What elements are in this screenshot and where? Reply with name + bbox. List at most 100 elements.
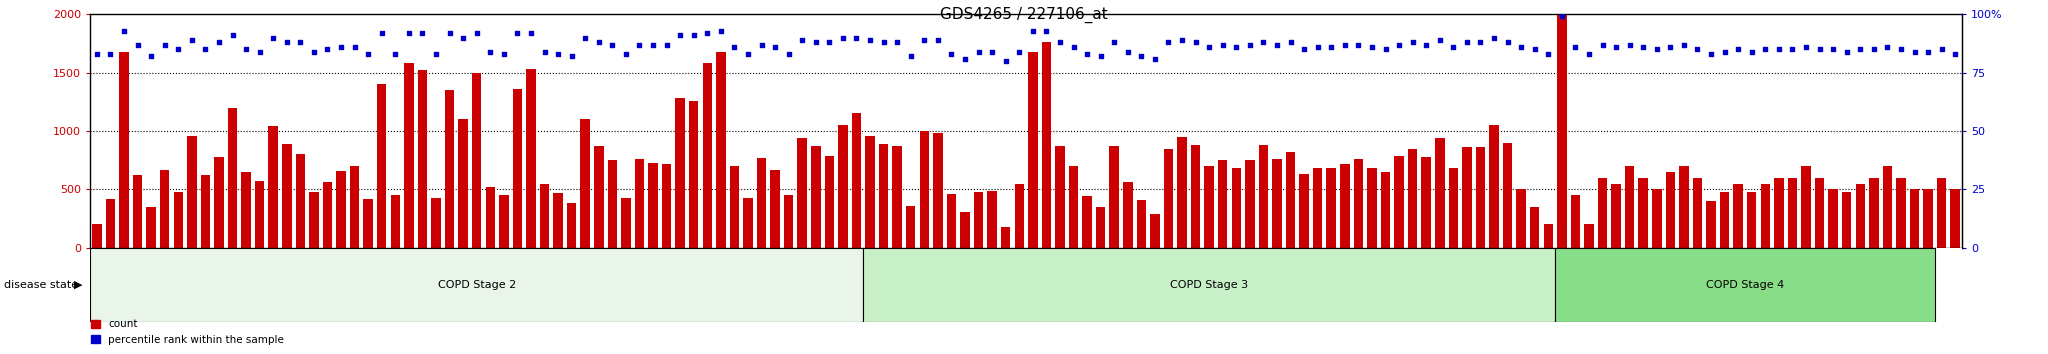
Text: GSM550811: GSM550811 — [338, 250, 344, 287]
Text: GSM550884: GSM550884 — [1681, 250, 1686, 288]
Point — [1776, 46, 1808, 52]
Bar — [1923, 189, 1933, 248]
Text: GSM550837: GSM550837 — [555, 250, 561, 288]
Point — [866, 39, 899, 45]
Point — [881, 39, 913, 45]
Text: GSM550905: GSM550905 — [881, 250, 887, 288]
Text: GSM550814: GSM550814 — [367, 250, 371, 288]
Text: GSM550815: GSM550815 — [379, 250, 385, 287]
Bar — [336, 171, 346, 248]
Point — [1221, 44, 1253, 50]
Bar — [1503, 143, 1511, 248]
Point — [1925, 46, 1958, 52]
Bar — [1544, 224, 1552, 248]
Bar — [1462, 147, 1473, 248]
Point — [270, 39, 303, 45]
Bar — [1720, 192, 1729, 248]
Text: GSM550803: GSM550803 — [1124, 250, 1130, 288]
Point — [1573, 51, 1606, 57]
Point — [80, 51, 113, 57]
Bar — [242, 172, 250, 248]
Text: GSM550878: GSM550878 — [1599, 250, 1606, 288]
Text: GSM550916: GSM550916 — [1925, 250, 1931, 288]
Point — [731, 51, 764, 57]
Point — [1206, 42, 1239, 47]
Bar — [1219, 160, 1227, 248]
Bar — [1096, 207, 1106, 248]
Text: GSM550888: GSM550888 — [1696, 250, 1700, 287]
Point — [1735, 49, 1767, 55]
Bar — [1298, 174, 1309, 248]
Point — [975, 49, 1008, 55]
Bar — [621, 198, 631, 248]
Text: COPD Stage 4: COPD Stage 4 — [1706, 280, 1784, 290]
Text: GSM550830: GSM550830 — [1233, 250, 1239, 288]
Text: GSM550896: GSM550896 — [1776, 250, 1782, 288]
Bar — [1028, 52, 1038, 248]
Text: GSM550924: GSM550924 — [1016, 250, 1022, 288]
Text: GSM550919: GSM550919 — [989, 250, 995, 288]
Bar — [512, 89, 522, 248]
Bar — [1597, 178, 1608, 248]
Bar — [580, 119, 590, 248]
Bar — [758, 158, 766, 248]
Text: GSM550894: GSM550894 — [840, 250, 846, 288]
Text: GSM550858: GSM550858 — [1397, 250, 1401, 287]
Point — [1640, 46, 1673, 52]
Bar — [174, 192, 182, 248]
Bar — [1122, 182, 1133, 248]
Text: GSM550845: GSM550845 — [1329, 250, 1333, 288]
Text: GSM550883: GSM550883 — [1667, 250, 1673, 288]
Text: GSM550857: GSM550857 — [1382, 250, 1389, 288]
Text: GSM550829: GSM550829 — [1221, 250, 1225, 288]
Text: GSM550828: GSM550828 — [1206, 250, 1212, 288]
Point — [229, 46, 262, 52]
Bar — [133, 175, 141, 248]
Point — [1057, 44, 1090, 50]
Text: GSM550879: GSM550879 — [1614, 250, 1618, 288]
Text: GSM550915: GSM550915 — [963, 250, 967, 288]
Bar — [1137, 200, 1147, 248]
Bar — [770, 170, 780, 248]
Text: GSM550793: GSM550793 — [1071, 250, 1075, 288]
Point — [1382, 42, 1415, 47]
Bar — [920, 131, 930, 248]
Text: GSM550876: GSM550876 — [1573, 250, 1577, 288]
Point — [840, 35, 872, 40]
Bar — [567, 204, 575, 248]
Text: GSM550804: GSM550804 — [258, 250, 262, 288]
Point — [1233, 42, 1266, 47]
Bar — [553, 193, 563, 248]
Bar — [1612, 183, 1620, 248]
Point — [582, 39, 614, 45]
Text: GSM550867: GSM550867 — [772, 250, 778, 288]
Bar — [186, 136, 197, 248]
Point — [1098, 39, 1130, 45]
Text: GSM550871: GSM550871 — [1505, 250, 1509, 288]
Text: GSM550860: GSM550860 — [1423, 250, 1430, 287]
Text: GSM550889: GSM550889 — [827, 250, 831, 288]
Text: GSM550911: GSM550911 — [936, 250, 940, 288]
Bar — [905, 206, 915, 248]
Bar — [1937, 178, 1946, 248]
Point — [352, 51, 385, 57]
Text: GSM550788: GSM550788 — [121, 250, 127, 288]
Text: GSM550918: GSM550918 — [1939, 250, 1944, 288]
Bar — [811, 146, 821, 248]
Point — [719, 44, 752, 50]
Bar — [1178, 137, 1186, 248]
Bar — [215, 157, 223, 248]
Point — [1423, 37, 1456, 43]
Text: GSM550836: GSM550836 — [543, 250, 547, 288]
Bar — [864, 248, 1554, 322]
Bar — [662, 164, 672, 248]
Point — [758, 44, 791, 50]
Point — [948, 56, 981, 61]
Bar — [1706, 201, 1716, 248]
Point — [203, 39, 236, 45]
Text: GSM550927: GSM550927 — [1044, 250, 1049, 288]
Text: GSM550899: GSM550899 — [1804, 250, 1808, 288]
Bar — [987, 190, 997, 248]
Text: GSM550917: GSM550917 — [977, 250, 981, 288]
Text: GSM550850: GSM550850 — [637, 250, 641, 287]
